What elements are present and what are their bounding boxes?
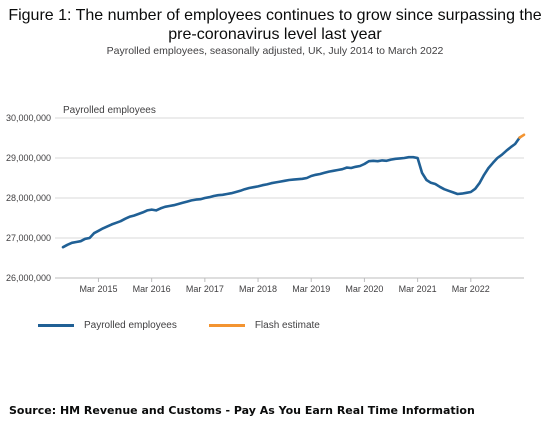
legend-swatch-flash <box>208 324 245 327</box>
y-tick-label: 26,000,000 <box>6 273 51 283</box>
chart-title-line-1: Figure 1: The number of employees contin… <box>8 7 542 24</box>
x-tick-label: Mar 2021 <box>399 284 437 294</box>
chart-subtitle: Payrolled employees, seasonally adjusted… <box>106 45 444 57</box>
y-tick-label: 30,000,000 <box>6 113 51 123</box>
y-axis-label: Payrolled employees <box>63 105 156 116</box>
y-tick-label: 28,000,000 <box>6 193 51 203</box>
source-note: Source: HM Revenue and Customs - Pay As … <box>9 404 475 417</box>
chart-title: Figure 1: The number of employees contin… <box>0 6 550 44</box>
legend: Payrolled employees Flash estimate <box>38 320 352 331</box>
x-tick-label: Mar 2017 <box>186 284 224 294</box>
chart-title-line-2: pre-coronavirus level last year <box>168 26 382 43</box>
legend-swatch-payrolled <box>38 324 74 327</box>
x-tick-label: Mar 2018 <box>239 284 277 294</box>
series-line-payrolled-employees <box>61 136 521 249</box>
y-axis-ticks: 26,000,000 27,000,000 28,000,000 29,000,000… <box>6 113 51 283</box>
legend-label-payrolled: Payrolled employees <box>84 320 177 331</box>
x-tick-label: Mar 2022 <box>452 284 490 294</box>
series-lines <box>61 133 526 249</box>
x-tick-label: Mar 2015 <box>79 284 117 294</box>
x-tick-label: Mar 2016 <box>133 284 171 294</box>
legend-item-payrolled: Payrolled employees <box>38 320 177 331</box>
gridlines <box>55 117 524 279</box>
x-tick-label: Mar 2020 <box>345 284 383 294</box>
legend-label-flash: Flash estimate <box>254 320 320 331</box>
x-axis: Mar 2015 Mar 2016 Mar 2017 Mar 2018 Mar 2019… <box>79 278 490 294</box>
x-tick-label: Mar 2019 <box>292 284 330 294</box>
series-line-flash-estimate <box>518 133 526 139</box>
y-tick-label: 29,000,000 <box>6 153 51 163</box>
y-tick-label: 27,000,000 <box>6 233 51 243</box>
legend-item-flash: Flash estimate <box>208 320 320 331</box>
